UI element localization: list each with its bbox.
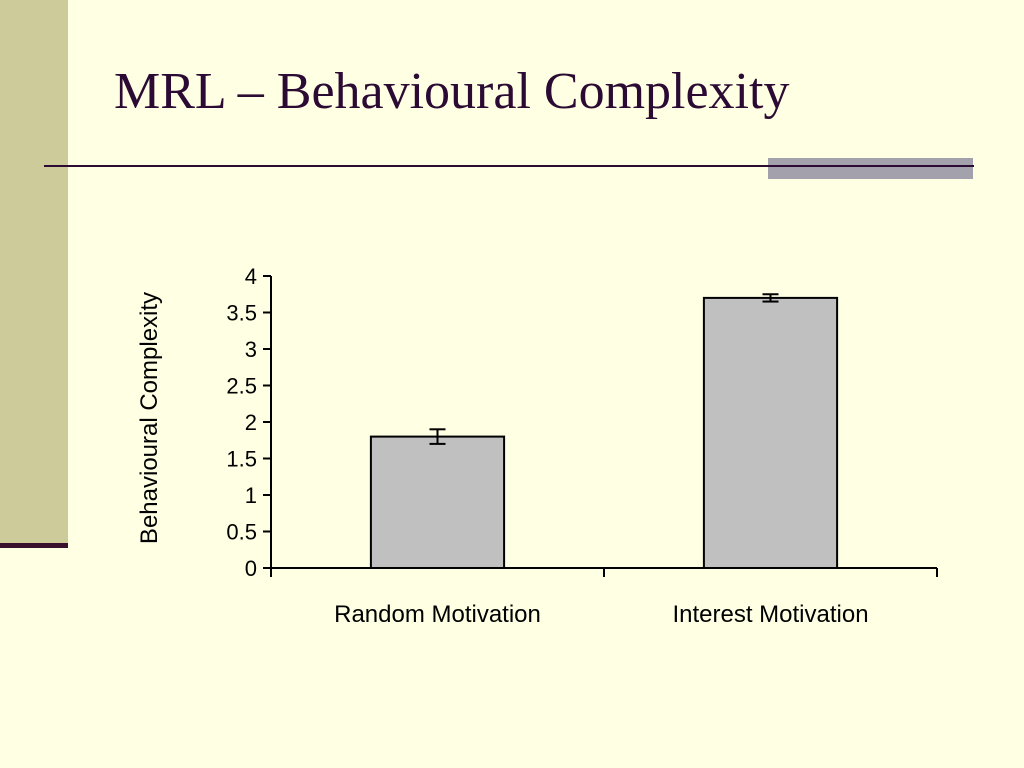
left-decorative-band [0,0,68,545]
y-tick-label: 0.5 [226,520,257,545]
left-band-underline [0,543,68,548]
chart-plot-area: 0 0.5 1 1.5 2 2.5 3 3.5 4 Random Motivation Intere… [226,264,938,628]
y-tick-label: 2 [245,410,257,435]
y-tick-label: 2.5 [226,374,257,399]
y-tick-label: 0 [245,556,257,581]
y-tick-label: 4 [245,264,257,289]
y-tick-label: 1 [245,483,257,508]
title-divider [44,165,974,167]
bar-interest-motivation [702,296,839,569]
y-tick-label: 3 [245,337,257,362]
slide-title: MRL – Behavioural Complexity [114,63,790,120]
y-axis-title: Behavioural Complexity [136,292,163,544]
y-tick-label: 3.5 [226,301,257,326]
bar-random-motivation [369,435,506,569]
x-category-label: Interest Motivation [672,601,868,628]
title-accent-bar [768,158,973,179]
y-tick-label: 1.5 [226,447,257,472]
x-category-label: Random Motivation [334,601,541,628]
title-accent-bar-line [768,165,973,167]
